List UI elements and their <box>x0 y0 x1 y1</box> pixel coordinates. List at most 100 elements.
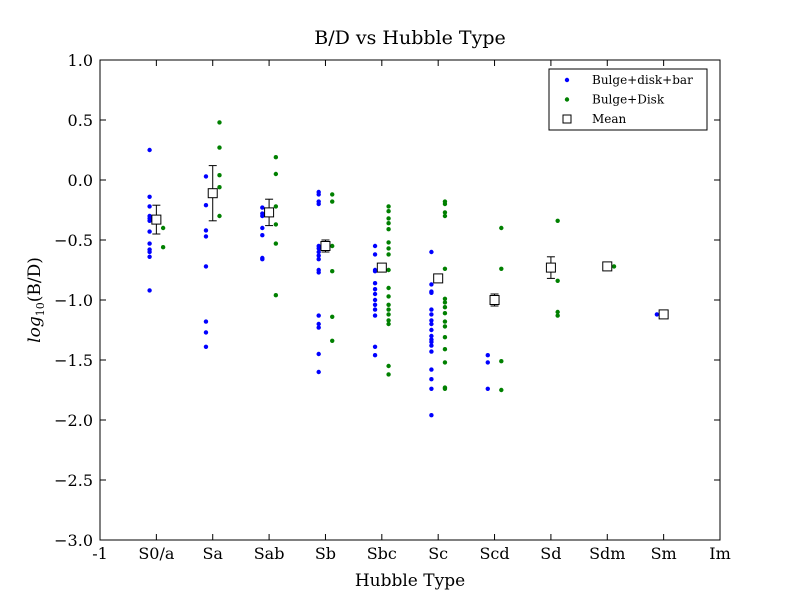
bulge-disk-point <box>386 312 391 317</box>
y-tick-label: −1.5 <box>54 351 93 370</box>
bulge-disk-point <box>217 120 222 125</box>
data-points <box>147 120 669 418</box>
bulge-disk-point <box>499 266 504 271</box>
bulge-disk-bar-point <box>147 288 152 293</box>
bulge-disk-point <box>442 335 448 340</box>
bulge-disk-point <box>386 318 391 323</box>
bulge-disk-bar-point <box>147 254 152 259</box>
bulge-disk-point <box>499 387 504 393</box>
bulge-disk-bar-point <box>372 291 378 297</box>
bulge-disk-bar-point <box>429 282 434 287</box>
bulge-disk-bar-point <box>485 386 490 391</box>
x-tick-label: Sab <box>254 544 285 563</box>
bulge-disk-bar-point <box>147 218 152 223</box>
bulge-disk-point <box>386 221 391 226</box>
bulge-disk-bar-point <box>316 321 321 327</box>
bulge-disk-bar-point <box>147 147 152 153</box>
bulge-disk-point <box>160 225 166 231</box>
mean-marker <box>602 261 613 272</box>
bulge-disk-point <box>555 218 560 223</box>
bulge-disk-point <box>386 204 391 209</box>
bulge-disk-bar-point <box>316 253 321 258</box>
x-tick-label: -1 <box>92 544 108 563</box>
legend-label: Bulge+Disk <box>592 93 665 107</box>
bulge-disk-point <box>442 296 448 301</box>
bulge-disk-bar-point <box>316 325 321 330</box>
x-tick-label: Sa <box>202 544 223 563</box>
legend-label: Bulge+disk+bar <box>592 73 693 87</box>
bulge-disk-point <box>330 199 335 204</box>
bulge-disk-bar-point <box>316 270 321 275</box>
x-axis-label: Hubble Type <box>355 571 465 591</box>
bulge-disk-bar-point <box>372 313 378 318</box>
bulge-disk-bar-point <box>260 233 265 238</box>
bulge-disk-point <box>217 173 222 178</box>
mean-marker <box>376 262 387 273</box>
bulge-disk-point <box>386 285 391 291</box>
bulge-disk-point <box>386 307 391 312</box>
bulge-disk-point <box>611 264 617 269</box>
bulge-disk-point <box>330 314 335 319</box>
bulge-disk-bar-point <box>203 319 209 324</box>
bulge-disk-bar-point <box>485 360 490 365</box>
x-tick-label: Sb <box>315 544 336 563</box>
bulge-disk-bar-point <box>260 205 265 210</box>
y-tick-label: −0.5 <box>54 231 93 250</box>
bulge-disk-bar-point <box>203 203 209 208</box>
bulge-disk-bar-point <box>260 225 265 231</box>
bulge-disk-bar-point <box>316 201 321 207</box>
bulge-disk-point <box>330 243 335 249</box>
bulge-disk-bar-point <box>203 344 209 349</box>
legend-marker <box>564 77 570 83</box>
bulge-disk-point <box>386 267 391 273</box>
bulge-disk-point <box>386 302 391 307</box>
bulge-disk-point <box>555 278 560 283</box>
bulge-disk-point <box>273 241 279 246</box>
bulge-disk-bar-point <box>316 369 321 375</box>
legend-marker <box>564 97 570 102</box>
bulge-disk-point <box>386 227 391 232</box>
mean-marker <box>207 188 218 199</box>
bulge-disk-bar-point <box>372 307 378 312</box>
bulge-disk-point <box>330 269 335 274</box>
bulge-disk-bar-point <box>316 351 321 357</box>
y-tick-labels: 1.0 0.5 0.0 −0.5 −1.0 −1.5 −2.0 −2.5 −3.0 <box>54 51 93 550</box>
bulge-disk-bar-point <box>260 257 265 262</box>
y-tick-label: −1.0 <box>54 291 93 310</box>
bulge-disk-bar-point <box>147 194 152 199</box>
bulge-disk-bar-point <box>203 330 209 335</box>
bulge-disk-bar-point <box>147 241 152 246</box>
bulge-disk-bar-point <box>429 307 434 312</box>
bulge-disk-point <box>442 266 448 271</box>
bulge-disk-bar-point <box>485 353 490 358</box>
legend-label: Mean <box>592 112 627 126</box>
bulge-disk-bar-point <box>372 353 378 358</box>
mean-marker <box>264 207 275 218</box>
bulge-disk-bar-point <box>429 290 434 295</box>
svg-text:log10(B/D): log10(B/D) <box>25 257 47 343</box>
bulge-disk-bar-point <box>372 297 378 303</box>
bulge-disk-point <box>330 338 335 343</box>
mean-marker <box>489 295 500 305</box>
mean-marker <box>433 273 444 284</box>
bulge-disk-bar-point <box>372 252 378 257</box>
bulge-disk-point <box>273 204 279 209</box>
bulge-disk-point <box>499 359 504 364</box>
bulge-disk-point <box>442 201 448 207</box>
bulge-disk-bar-point <box>429 339 434 345</box>
y-axis-label-main: log <box>25 316 45 343</box>
bulge-disk-bar-point <box>147 204 152 209</box>
mean-marker <box>151 214 162 225</box>
bulge-disk-bar-point <box>372 302 378 307</box>
y-axis-label-rest: (B/D) <box>25 257 45 302</box>
y-axis-label: log10(B/D) <box>25 257 47 343</box>
x-tick-label: Sdm <box>589 544 625 563</box>
bulge-disk-bar-point <box>316 249 321 255</box>
x-tick-labels: -1 S0/a Sa Sab Sb Sbc Sc Scd Sd Sdm Sm Im <box>92 544 731 563</box>
y-axis-label-subscript: 10 <box>34 302 47 316</box>
bulge-disk-point <box>330 192 335 197</box>
bulge-disk-point <box>386 321 391 327</box>
legend-box <box>548 68 708 131</box>
